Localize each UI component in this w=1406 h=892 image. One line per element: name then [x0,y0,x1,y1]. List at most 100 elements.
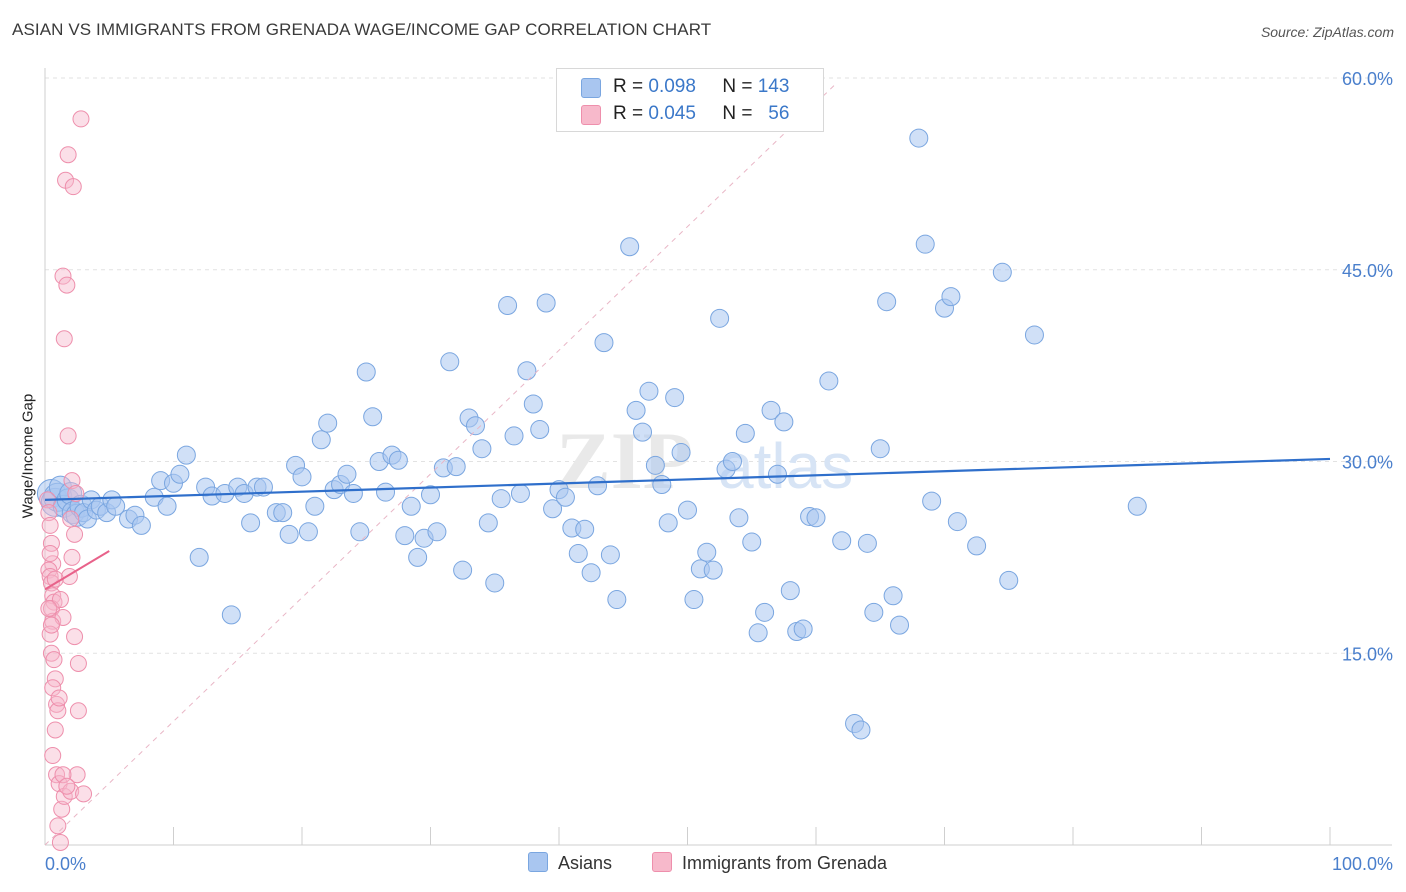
data-point-grenada [66,525,84,543]
data-point-asians [806,508,826,528]
y-tick-label: 30.0% [1342,453,1393,473]
data-point-asians [575,519,595,539]
legend-r-value: 0.098 [648,76,696,97]
data-point-grenada [44,587,62,605]
data-point-asians [491,489,511,509]
series-grenada-points [39,110,93,851]
data-point-asians [722,452,742,471]
legend-item-asians[interactable]: Asians [528,852,612,874]
data-point-grenada [69,702,87,720]
legend-label-asians: Asians [558,853,613,873]
data-point-asians [678,500,697,520]
data-point-asians [343,483,363,503]
data-point-asians [376,482,396,502]
data-point-asians [870,439,890,459]
data-point-asians [832,531,852,551]
data-point-asians [652,475,672,495]
data-point-grenada [49,817,67,835]
data-point-grenada [63,472,81,490]
data-point-asians [305,496,325,516]
data-point-asians [588,476,608,496]
data-point-asians [221,605,241,625]
data-point-grenada [46,721,64,739]
data-point-grenada [40,561,58,579]
data-point-grenada [68,766,86,784]
data-point-asians [857,533,877,553]
data-point-asians [684,590,704,610]
data-point-asians [883,586,903,606]
legend-r-label: R = [613,76,644,97]
data-point-asians [607,590,627,610]
data-point-asians [273,503,293,523]
data-point-asians [318,413,338,433]
data-point-grenada [58,276,76,294]
data-point-asians [311,430,331,450]
data-point-asians [729,508,749,528]
legend-swatch-grenada [652,852,672,872]
data-point-asians [864,602,884,622]
data-point-asians [639,381,659,401]
data-point-asians [594,333,614,353]
data-point-grenada [67,484,85,502]
data-point-asians [851,720,871,740]
axes [44,68,1392,846]
data-point-asians [472,439,492,459]
data-point-asians [780,581,800,601]
data-point-grenada [41,516,59,534]
data-point-asians [568,544,588,564]
legend-n-label: N = [722,103,753,124]
y-tick-label: 45.0% [1342,261,1393,281]
data-point-asians [395,526,415,546]
data-point-asians [517,361,537,381]
data-point-asians [658,513,678,533]
data-point-grenada [44,747,62,765]
data-point-grenada [41,625,59,643]
data-point-grenada [55,330,73,348]
data-point-asians [253,477,273,497]
legend-item-grenada[interactable]: Immigrants from Grenada [652,852,887,874]
data-point-grenada [58,777,76,795]
correlation-legend: R = 0.098 N = 143 R = 0.045 N = 56 [556,68,824,132]
data-point-asians [1024,325,1044,345]
data-point-asians [523,394,543,414]
data-point-grenada [49,702,67,720]
data-point-asians [498,296,518,316]
data-point-asians [356,362,376,382]
data-point-asians [626,400,646,420]
data-point-asians [408,547,428,567]
data-point-asians [298,522,318,542]
legend-label-grenada: Immigrants from Grenada [682,853,888,873]
data-point-asians [922,491,942,511]
data-point-grenada [40,504,58,522]
data-point-asians [131,515,151,535]
data-point-grenada [42,616,60,634]
y-tick-label: 60.0% [1342,69,1393,89]
grid-lines [45,77,1392,654]
chart-title: ASIAN VS IMMIGRANTS FROM GRENADA WAGE/IN… [12,20,712,39]
chart-source: Source: ZipAtlas.com [1260,24,1394,40]
data-point-grenada [44,679,62,697]
data-point-asians [710,308,730,328]
series-asians-points [36,128,1147,740]
data-point-asians [915,234,935,254]
data-point-asians [947,512,967,532]
data-point-asians [671,443,691,463]
data-point-asians [819,371,839,391]
data-point-asians [427,522,447,542]
data-point-asians [941,287,961,307]
data-point-grenada [45,651,63,669]
y-tick-label: 15.0% [1342,644,1393,664]
data-point-asians [909,128,929,148]
data-point-asians [703,560,723,580]
legend-n-value: 56 [768,103,790,124]
data-point-asians [1127,496,1147,516]
data-point-grenada [69,654,87,672]
data-point-asians [761,400,781,420]
data-point-grenada [75,785,93,803]
data-point-asians [421,485,440,505]
data-point-asians [890,615,910,635]
data-point-grenada [59,146,77,164]
data-point-grenada [63,548,81,566]
data-point-asians [504,426,524,446]
